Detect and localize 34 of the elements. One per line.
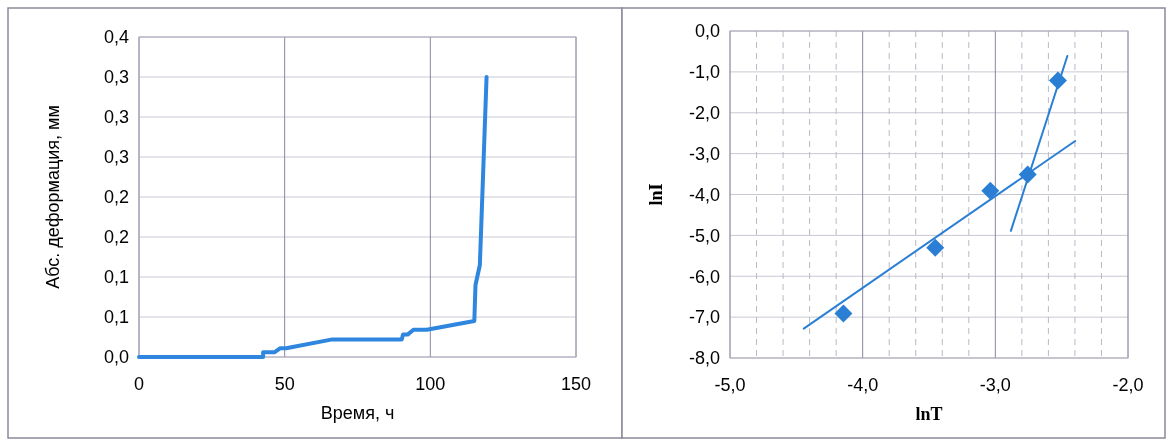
y-tick-label: -2,0 — [688, 103, 720, 124]
y-tick-label: 0,2 — [103, 187, 129, 208]
point — [834, 304, 853, 323]
y-tick-label: 0,4 — [103, 27, 129, 48]
x-tick-label: 50 — [274, 374, 295, 394]
y-tick-label: -1,0 — [688, 62, 720, 83]
x-axis-title: Время, ч — [320, 403, 395, 423]
y-tick-label: 0,2 — [103, 227, 129, 248]
x-axis-title: lnT — [915, 404, 943, 424]
y-tick-label: -4,0 — [688, 184, 720, 205]
x-tick-label: 100 — [415, 374, 446, 394]
y-tick-label: 0,0 — [103, 347, 129, 368]
y-tick-label: -5,0 — [688, 225, 720, 246]
y-tick-label: 0,0 — [694, 21, 720, 42]
y-tick-label: -3,0 — [688, 143, 720, 164]
y-axis-title: lnI — [646, 183, 666, 206]
x-tick-label: -2,0 — [1112, 375, 1144, 395]
y-tick-label: 0,3 — [103, 107, 129, 128]
y-tick-label: -7,0 — [688, 307, 720, 328]
x-tick-label: 0 — [133, 374, 145, 394]
y-tick-label: 0,3 — [103, 147, 129, 168]
point — [926, 238, 945, 257]
x-tick-label: -3,0 — [979, 375, 1011, 395]
x-tick-label: 150 — [560, 374, 592, 394]
y-tick-label: -8,0 — [688, 348, 720, 369]
y-tick-label: 0,1 — [103, 267, 129, 288]
y-tick-label: 0,3 — [103, 67, 129, 88]
y-tick-label: -6,0 — [688, 266, 720, 287]
y-axis-title: Абс. деформация, мм — [43, 105, 63, 289]
point — [981, 181, 1000, 200]
x-tick-label: -4,0 — [847, 375, 879, 395]
y-tick-label: 0,1 — [103, 307, 129, 328]
x-tick-label: -5,0 — [714, 375, 746, 395]
line-series — [137, 75, 489, 359]
